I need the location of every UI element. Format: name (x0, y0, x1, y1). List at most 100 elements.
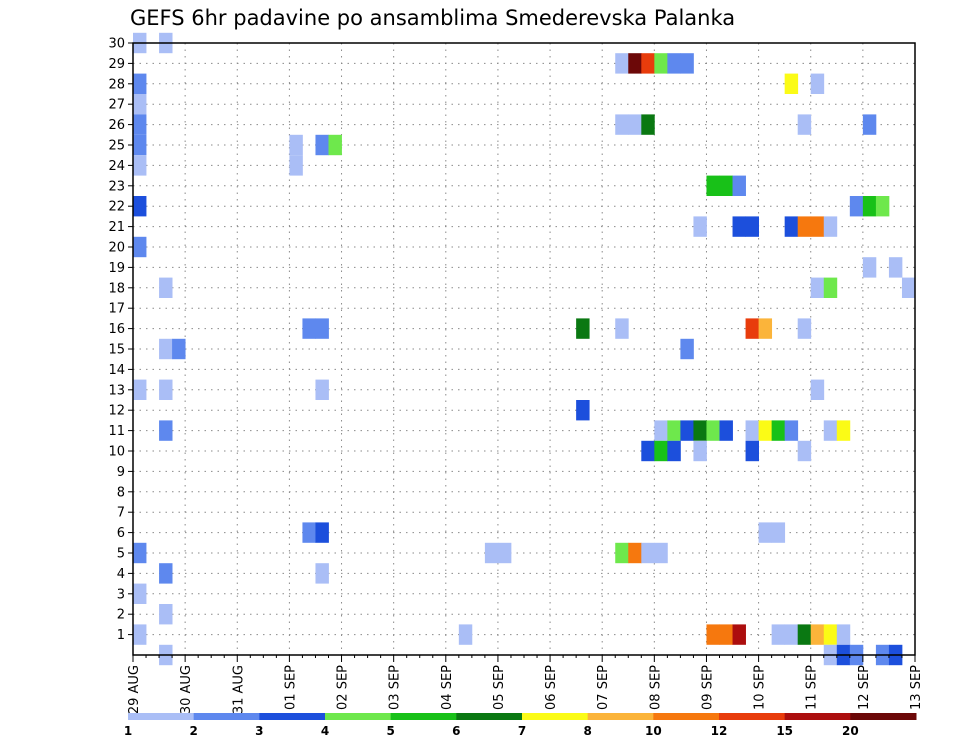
precip-cell (667, 53, 681, 74)
precip-cell (875, 196, 890, 217)
precip-cell (680, 420, 694, 441)
precip-cell (810, 624, 825, 645)
precip-cell (615, 318, 629, 339)
legend-label: 10 (645, 724, 662, 738)
x-tick-label: 07 SEP (596, 665, 611, 710)
y-tick-label: 14 (108, 363, 125, 378)
y-tick-label: 30 (108, 37, 125, 52)
precip-cell (289, 155, 303, 176)
legend-swatch (719, 713, 786, 720)
y-tick-label: 8 (117, 485, 125, 500)
precip-cell (641, 440, 655, 462)
precip-cell (719, 175, 733, 196)
precip-cell (576, 318, 590, 339)
precip-cell (315, 563, 329, 584)
legend-swatch (653, 713, 720, 720)
x-tick-label: 02 SEP (336, 665, 351, 710)
precip-cell (133, 379, 147, 400)
precip-cell (159, 379, 173, 400)
precip-cell (901, 277, 916, 298)
x-tick-label: 29 AUG (127, 665, 142, 714)
precip-cell (823, 216, 838, 237)
precip-cell (680, 338, 694, 360)
legend-label: 8 (583, 724, 591, 738)
precip-cell (797, 114, 812, 135)
precip-cell (615, 542, 629, 564)
y-tick-label: 26 (108, 118, 125, 133)
precip-cell (745, 420, 759, 441)
y-tick-label: 9 (117, 465, 125, 480)
legend-label: 4 (321, 724, 329, 738)
legend-swatch (456, 713, 523, 720)
precip-cell (654, 420, 668, 441)
x-tick-label: 08 SEP (648, 665, 663, 710)
x-tick-label: 01 SEP (283, 665, 298, 710)
precip-cell (159, 338, 173, 360)
y-tick-label: 13 (108, 383, 125, 398)
legend-swatch (128, 713, 195, 720)
precip-cell (836, 420, 851, 441)
precip-cell (888, 257, 903, 278)
legend-label: 20 (842, 724, 859, 738)
cells-layer (133, 32, 916, 666)
y-tick-label: 2 (117, 608, 125, 623)
x-tick-label: 06 SEP (544, 665, 559, 710)
precip-cell (484, 542, 499, 564)
precip-cell (159, 604, 173, 625)
precip-cell (706, 624, 720, 645)
color-legend: 1 2 3 4 5 6 7 8 10 12 15 20 (124, 713, 917, 738)
y-tick-label: 24 (108, 159, 125, 174)
precip-cell (784, 73, 799, 94)
precip-cell (771, 522, 786, 543)
precip-cell (133, 542, 147, 564)
precip-cell (810, 379, 825, 400)
precip-cell (784, 624, 799, 645)
precip-cell (810, 216, 825, 237)
legend-label: 15 (776, 724, 793, 738)
precip-cell (784, 420, 799, 441)
precip-cell (615, 53, 629, 74)
x-tick-label: 10 SEP (753, 665, 768, 710)
legend-swatch (390, 713, 457, 720)
precip-cell (797, 624, 812, 645)
precip-cell (315, 379, 329, 400)
y-tick-label: 7 (117, 506, 125, 521)
chart-title: GEFS 6hr padavine po ansamblima Smederev… (130, 6, 736, 30)
precip-cell (719, 420, 733, 441)
y-tick-label: 23 (108, 179, 125, 194)
precip-cell (628, 114, 642, 135)
precip-cell (823, 624, 838, 645)
precip-cell (823, 277, 838, 298)
precip-cell (133, 624, 147, 645)
precip-cell (758, 522, 773, 543)
precip-cell (823, 420, 838, 441)
precip-cell (797, 440, 812, 462)
y-tick-label: 3 (117, 587, 125, 602)
y-tick-label: 12 (108, 404, 125, 419)
precip-cell (758, 318, 773, 339)
precip-cell (862, 257, 877, 278)
y-tick-label: 25 (108, 139, 125, 154)
precip-cell (836, 624, 851, 645)
precip-cell (771, 624, 786, 645)
x-tick-label: 03 SEP (388, 665, 403, 710)
x-tick-label: 13 SEP (909, 665, 924, 710)
precip-cell (302, 522, 316, 543)
precip-cell (732, 175, 746, 196)
x-tick-label: 05 SEP (492, 665, 507, 710)
x-axis: 29 AUG 30 AUG 31 AUG 01 SEP 02 SEP 03 SEP 04 S… (127, 655, 924, 714)
precip-cell (615, 114, 629, 135)
precip-cell (172, 338, 186, 360)
precip-cell (862, 196, 877, 217)
x-tick-label: 31 AUG (231, 665, 246, 714)
precip-cell (159, 277, 173, 298)
y-tick-label: 29 (108, 57, 125, 72)
precip-cell (797, 318, 812, 339)
precip-cell (576, 400, 590, 421)
legend-swatch (259, 713, 326, 720)
precip-cell (732, 624, 746, 645)
y-tick-label: 28 (108, 77, 125, 92)
legend-label: 3 (255, 724, 263, 738)
legend-swatch (587, 713, 654, 720)
